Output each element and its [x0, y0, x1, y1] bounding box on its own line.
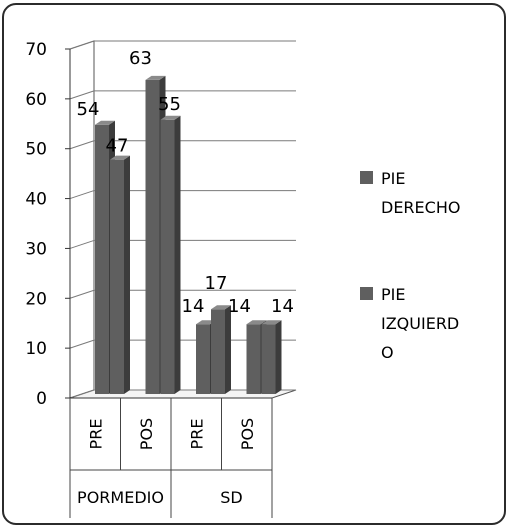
gridline-side: [69, 140, 95, 150]
category-label: POS: [238, 418, 257, 450]
bar: [211, 305, 231, 394]
category-label: PRE: [86, 419, 105, 450]
data-label: 14: [228, 296, 251, 317]
legend-item: PIE IZQUIERD O: [360, 285, 459, 362]
legend-item: PIE DERECHO: [360, 169, 460, 217]
y-axis-tick-labels: 0 10 20 30 40 50 60 70: [25, 40, 47, 409]
legend-label: PIE: [381, 285, 405, 304]
legend-swatch: [360, 287, 373, 300]
bar-side: [275, 320, 282, 394]
group-label: SD: [220, 488, 242, 507]
bar-top: [160, 115, 181, 120]
group-label: PORMEDIO: [77, 488, 164, 507]
bar-face: [95, 124, 109, 395]
data-label: 17: [205, 273, 228, 294]
y-tick-label: 0: [36, 389, 47, 409]
legend: PIE DERECHO PIE IZQUIERD O: [360, 169, 460, 362]
data-label: 54: [77, 99, 100, 120]
bar-top: [95, 120, 115, 125]
data-label: 55: [158, 94, 181, 115]
bar-top: [145, 75, 166, 80]
bar-face: [196, 324, 210, 394]
bar-top: [261, 320, 282, 325]
bar-face: [110, 159, 124, 394]
gridline-side: [69, 40, 95, 50]
bar-top: [246, 320, 267, 325]
bar: [110, 155, 130, 394]
category-axis: PRE POS PRE POS PORMEDIO SD: [69, 398, 273, 518]
legend-label: IZQUIERD: [381, 314, 459, 333]
y-tick-label: 20: [25, 289, 47, 309]
category-label: PRE: [187, 419, 206, 450]
data-label: 47: [106, 136, 129, 157]
bar-top: [211, 305, 231, 310]
gridline-side: [69, 289, 95, 299]
bar-face: [160, 119, 175, 395]
bar: [160, 115, 181, 395]
bar-face: [246, 324, 261, 394]
gridline-side: [69, 339, 95, 349]
chart-bars: [95, 75, 282, 395]
y-tick-label: 60: [25, 90, 47, 110]
data-label: 63: [129, 48, 152, 69]
legend-swatch: [360, 171, 373, 184]
bar-side: [124, 155, 130, 394]
data-label: 14: [182, 296, 205, 317]
y-tick-label: 40: [25, 190, 47, 210]
bar-side: [174, 115, 181, 395]
y-tick-label: 50: [25, 140, 47, 160]
bar-side: [225, 305, 231, 394]
legend-label: PIE: [381, 169, 405, 188]
gridline-side: [69, 239, 95, 249]
y-tick-label: 30: [25, 239, 47, 259]
category-label: POS: [137, 418, 156, 450]
bar-face: [145, 79, 160, 395]
legend-label: DERECHO: [381, 198, 460, 217]
gridline-side: [69, 389, 95, 399]
y-tick-label: 70: [25, 40, 47, 60]
bar-top: [110, 155, 130, 160]
bar-face: [211, 309, 225, 394]
bar: [261, 320, 282, 394]
gridline-side: [69, 190, 95, 200]
legend-label: O: [381, 343, 394, 362]
y-tick-label: 10: [25, 339, 47, 359]
gridline-side: [69, 90, 95, 100]
data-label: 14: [271, 296, 294, 317]
bar-face: [261, 324, 276, 394]
